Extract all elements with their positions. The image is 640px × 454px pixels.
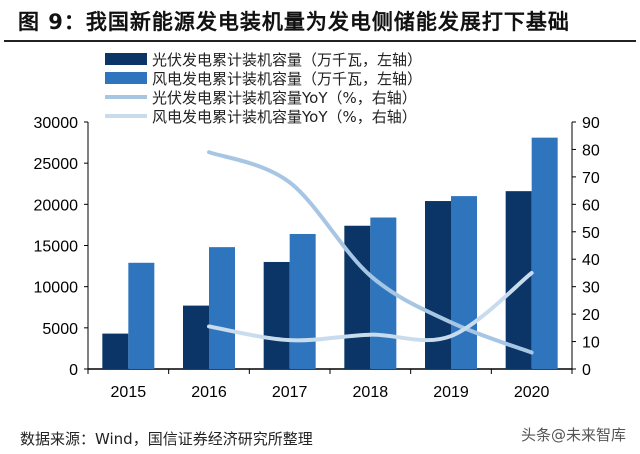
x-tick-label: 2017 — [272, 384, 308, 401]
legend-label-3: 风电发电累计装机容量YoY（%，右轴） — [152, 108, 417, 126]
bar-2017-0 — [263, 261, 290, 369]
bar-2015-0 — [102, 333, 129, 369]
x-tick-label: 2018 — [353, 384, 389, 401]
left-tick-label: 15000 — [34, 239, 79, 256]
bar-2018-0 — [344, 225, 371, 369]
right-tick-label: 20 — [582, 307, 600, 324]
legend-swatch-0 — [105, 53, 147, 65]
figure-title: 图 9：我国新能源发电装机量为发电侧储能发展打下基础 — [18, 10, 570, 34]
right-tick-label: 40 — [582, 252, 600, 269]
right-tick-label: 50 — [582, 225, 600, 242]
right-tick-label: 30 — [582, 280, 600, 297]
bar-2015-1 — [128, 262, 155, 369]
x-tick-label: 2016 — [191, 384, 227, 401]
bar-2020-0 — [505, 191, 532, 369]
legend-label-0: 光伏发电累计装机容量（万千瓦，左轴） — [152, 51, 422, 69]
left-tick-label: 30000 — [34, 115, 79, 132]
left-tick-label: 10000 — [34, 280, 79, 297]
legend-label-2: 光伏发电累计装机容量YoY（%，右轴） — [152, 89, 417, 107]
bar-2016-0 — [183, 305, 209, 369]
right-tick-label: 80 — [582, 142, 600, 159]
left-tick-label: 5000 — [42, 321, 78, 338]
bar-2020-1 — [531, 137, 558, 369]
right-tick-label: 60 — [582, 197, 600, 214]
legend-label-1: 风电发电累计装机容量（万千瓦，左轴） — [152, 70, 422, 88]
right-tick-label: 90 — [582, 115, 600, 132]
left-tick-label: 25000 — [34, 156, 79, 173]
bar-2016-1 — [209, 247, 235, 369]
bar-2019-0 — [425, 201, 451, 369]
right-tick-label: 10 — [582, 335, 600, 352]
title-divider — [4, 40, 636, 42]
x-tick-label: 2019 — [433, 384, 469, 401]
bar-2019-1 — [451, 196, 477, 369]
x-tick-label: 2015 — [111, 384, 147, 401]
line-series-0 — [207, 150, 534, 355]
line-series-1 — [207, 270, 534, 343]
x-tick-label: 2020 — [514, 384, 550, 401]
right-tick-label: 70 — [582, 170, 600, 187]
left-tick-label: 0 — [69, 362, 78, 379]
watermark: 头条@未来智库 — [520, 426, 626, 444]
source-note: 数据来源：Wind，国信证券经济研究所整理 — [20, 430, 313, 448]
left-tick-label: 20000 — [34, 197, 79, 214]
bar-2017-1 — [289, 233, 316, 369]
right-tick-label: 0 — [582, 362, 591, 379]
legend-swatch-1 — [105, 72, 147, 84]
